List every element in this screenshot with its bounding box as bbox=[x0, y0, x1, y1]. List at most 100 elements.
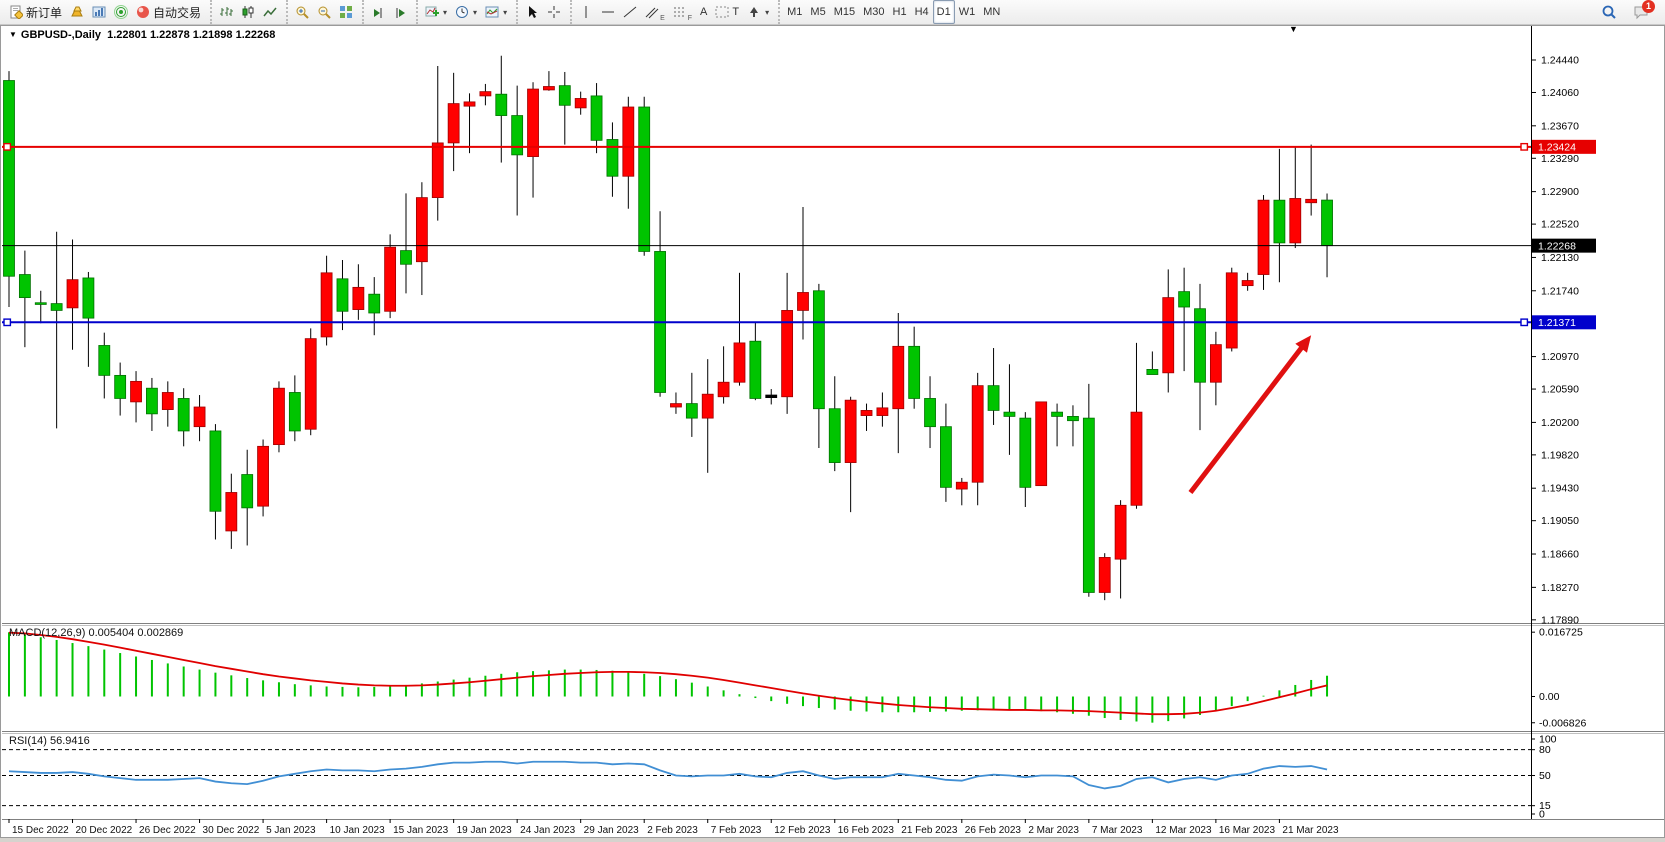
candle-body bbox=[892, 345, 905, 410]
periods-button[interactable]: ▾ bbox=[451, 0, 481, 24]
chart-collapse-icon[interactable]: ▼ bbox=[9, 30, 17, 39]
signals-button[interactable] bbox=[110, 0, 132, 24]
icon-sub-letter: F bbox=[687, 15, 693, 22]
chart-ohlc-values: 1.22801 1.22878 1.21898 1.22268 bbox=[107, 29, 276, 41]
price-tick-label: 1.24440 bbox=[1541, 55, 1579, 67]
rsi-axis-label: 50 bbox=[1539, 770, 1551, 782]
market-watch-button[interactable] bbox=[88, 0, 110, 24]
scroll-end-icon bbox=[371, 5, 385, 19]
resistance-line-handle[interactable] bbox=[3, 142, 12, 151]
candle-body bbox=[320, 272, 333, 338]
toolbar-group-pointer bbox=[516, 0, 568, 24]
zoom-in-button[interactable] bbox=[291, 0, 313, 24]
candle-body bbox=[495, 93, 508, 116]
trendline-button[interactable] bbox=[619, 0, 641, 24]
timeframe-button-H1[interactable]: H1 bbox=[889, 0, 911, 24]
search-button[interactable] bbox=[1597, 0, 1621, 24]
price-tick-label: 1.22900 bbox=[1541, 186, 1579, 198]
price-axis[interactable]: 1.24440 1.24060 1.23670 1.23290 1.22900 1.225… bbox=[1531, 55, 1596, 821]
notifications-button[interactable]: 1 bbox=[1629, 0, 1655, 24]
chart-title: ▼ GBPUSD-,Daily 1.22801 1.22878 1.21898 1… bbox=[9, 29, 275, 41]
new-order-icon bbox=[9, 5, 24, 20]
candle-body bbox=[733, 342, 746, 383]
price-tick-label: 1.19820 bbox=[1541, 449, 1579, 461]
chat-icon: 1 bbox=[1633, 0, 1655, 20]
timeframe-button-M15[interactable]: M15 bbox=[830, 0, 859, 24]
date-tick-label: 10 Jan 2023 bbox=[330, 825, 385, 836]
candle-body bbox=[368, 293, 381, 314]
candle-body bbox=[606, 139, 619, 177]
date-tick-label: 16 Mar 2023 bbox=[1219, 825, 1276, 836]
support-line-handle[interactable] bbox=[1520, 318, 1529, 327]
bar-chart-button[interactable] bbox=[215, 0, 237, 24]
cursor-button[interactable] bbox=[521, 0, 543, 24]
candle-body bbox=[940, 426, 952, 488]
candle-body bbox=[1257, 199, 1270, 275]
chart-canvas[interactable]: 1.24440 1.24060 1.23670 1.23290 1.22900 1.225… bbox=[1, 26, 1664, 837]
zoom-out-button[interactable] bbox=[313, 0, 335, 24]
templates-button[interactable]: ▾ bbox=[481, 0, 511, 24]
timeframe-button-D1[interactable]: D1 bbox=[932, 0, 955, 24]
timeframe-button-M30[interactable]: M30 bbox=[859, 0, 888, 24]
resistance-line-handle[interactable] bbox=[1520, 142, 1529, 151]
fibo-icon bbox=[673, 5, 687, 19]
support-line-handle[interactable] bbox=[3, 318, 12, 327]
candle-body bbox=[924, 398, 936, 428]
candle-body bbox=[717, 381, 730, 398]
candle-body bbox=[876, 407, 889, 416]
candle-body bbox=[1241, 280, 1254, 287]
date-tick-label: 5 Jan 2023 bbox=[266, 825, 316, 836]
timeframe-button-W1[interactable]: W1 bbox=[955, 0, 980, 24]
candle-body bbox=[1225, 272, 1238, 349]
rsi-axis-label: 15 bbox=[1539, 800, 1551, 812]
chart-menu-arrow-icon[interactable]: ▼ bbox=[1289, 24, 1298, 34]
date-tick-label: 29 Jan 2023 bbox=[584, 825, 639, 836]
candle-body bbox=[177, 398, 190, 432]
gold-icon bbox=[70, 5, 84, 19]
arrow-tools-button[interactable]: ▾ bbox=[743, 0, 773, 24]
icon-sub-letter: E bbox=[660, 15, 665, 22]
text-label-button[interactable]: T bbox=[711, 0, 743, 24]
text-button[interactable]: A bbox=[696, 0, 711, 24]
date-tick-label: 15 Dec 2022 bbox=[12, 825, 69, 836]
vertical-line-button[interactable] bbox=[575, 0, 597, 24]
support-line[interactable] bbox=[2, 318, 1531, 327]
candle-body bbox=[161, 392, 174, 410]
auto-trading-button[interactable]: 自动交易 bbox=[132, 0, 205, 24]
date-axis[interactable]: 15 Dec 2022 20 Dec 2022 26 Dec 2022 30 Dec … bbox=[8, 819, 1339, 836]
timeframe-button-M1[interactable]: M1 bbox=[783, 0, 806, 24]
horizontal-line-button[interactable] bbox=[597, 0, 619, 24]
button-glyph: A bbox=[700, 6, 708, 18]
trend-arrow-annotation[interactable] bbox=[1188, 335, 1312, 495]
new-order-button[interactable]: 新订单 bbox=[5, 0, 66, 24]
candle-body bbox=[50, 303, 63, 311]
rsi-axis-label: 100 bbox=[1539, 734, 1557, 746]
gold-button[interactable] bbox=[66, 0, 88, 24]
line-chart-button[interactable] bbox=[259, 0, 281, 24]
crosshair-button[interactable] bbox=[543, 0, 565, 24]
toolbar-group-chart-type bbox=[210, 0, 284, 24]
candle-body bbox=[1321, 199, 1333, 247]
rsi-indicator-label: RSI(14) 56.9416 bbox=[9, 735, 90, 747]
date-tick-label: 26 Feb 2023 bbox=[965, 825, 1022, 836]
button-glyph: M15 bbox=[833, 6, 856, 18]
timeframe-button-M5[interactable]: M5 bbox=[806, 0, 829, 24]
candle-body bbox=[400, 250, 412, 265]
timeframe-button-H4[interactable]: H4 bbox=[911, 0, 933, 24]
equidistant-channel-button[interactable]: E bbox=[641, 0, 669, 24]
add-indicator-button[interactable]: ▾ bbox=[421, 0, 451, 24]
zoom-out-icon bbox=[317, 5, 331, 19]
date-tick-label: 7 Mar 2023 bbox=[1092, 825, 1143, 836]
timeframe-button-MN[interactable]: MN bbox=[979, 0, 1004, 24]
tile-windows-button[interactable] bbox=[335, 0, 357, 24]
resistance-line[interactable] bbox=[2, 142, 1531, 151]
candle-body bbox=[352, 286, 365, 310]
scroll-to-end-button[interactable] bbox=[367, 0, 389, 24]
rsi-axis-label: 80 bbox=[1539, 744, 1551, 756]
chart-shift-button[interactable] bbox=[389, 0, 411, 24]
candle-body bbox=[209, 430, 222, 512]
candle-body bbox=[463, 101, 476, 107]
market-watch-icon bbox=[92, 5, 106, 19]
candlestick-chart-button[interactable] bbox=[237, 0, 259, 24]
fibonacci-button[interactable]: F bbox=[669, 0, 696, 24]
